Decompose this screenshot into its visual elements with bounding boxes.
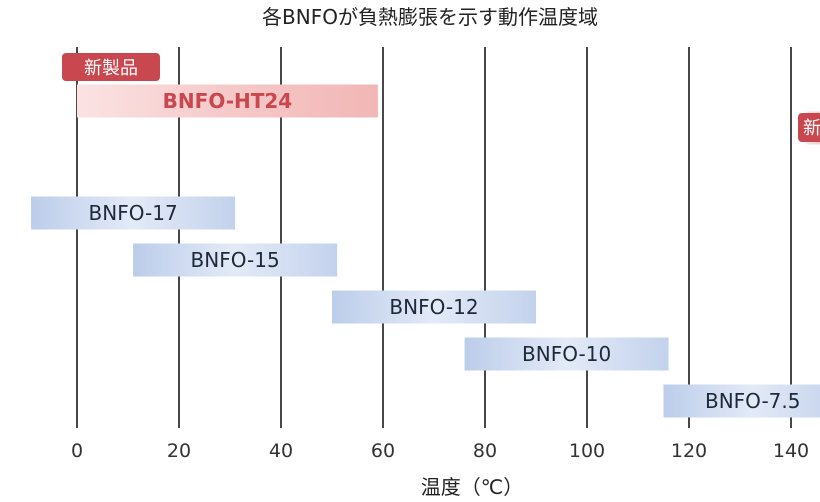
range-bar bbox=[464, 337, 669, 371]
bar-label: BNFO-12 bbox=[389, 295, 478, 319]
new-product-badge bbox=[62, 53, 160, 81]
bar-group: BNFO-17 bbox=[31, 196, 236, 230]
x-tick-label: 20 bbox=[167, 440, 191, 462]
x-tick-label: 120 bbox=[671, 440, 707, 462]
new-product-badge-partial-text: 新 bbox=[803, 118, 820, 139]
x-tick-label: 40 bbox=[269, 440, 293, 462]
bar-label: BNFO-10 bbox=[522, 342, 611, 366]
bar-group: BNFO-10 bbox=[464, 337, 669, 371]
bar-group: BNFO-15 bbox=[133, 243, 338, 277]
bar-group: BNFO-HT24 新製品 bbox=[62, 53, 378, 118]
x-axis-title: 温度（℃） bbox=[421, 475, 523, 499]
range-bar bbox=[31, 196, 236, 230]
bar-group: 新 bbox=[798, 111, 820, 145]
chart-title: 各BNFOが負熱膨張を示す動作温度域 bbox=[262, 5, 598, 29]
new-product-badge-partial bbox=[798, 113, 820, 142]
x-tick-label: 60 bbox=[371, 440, 395, 462]
range-bar bbox=[663, 384, 820, 418]
x-tick-label: 80 bbox=[473, 440, 497, 462]
bar-group: BNFO-7.5 bbox=[663, 384, 820, 418]
new-product-bar bbox=[77, 84, 378, 118]
bar-label: BNFO-7.5 bbox=[705, 389, 801, 413]
bar-label: BNFO-15 bbox=[191, 248, 280, 272]
range-bar bbox=[332, 290, 536, 324]
range-bar bbox=[133, 243, 338, 277]
x-axis: 0 20 40 60 80 100 120 140 bbox=[71, 440, 809, 462]
bar-label: BNFO-HT24 bbox=[163, 89, 293, 113]
bar-label: BNFO-17 bbox=[89, 201, 178, 225]
bar-group: BNFO-12 bbox=[332, 290, 536, 324]
x-tick-label: 100 bbox=[569, 440, 605, 462]
x-tick-label: 140 bbox=[773, 440, 809, 462]
new-product-badge-text: 新製品 bbox=[84, 58, 138, 79]
x-tick-label: 0 bbox=[71, 440, 83, 462]
